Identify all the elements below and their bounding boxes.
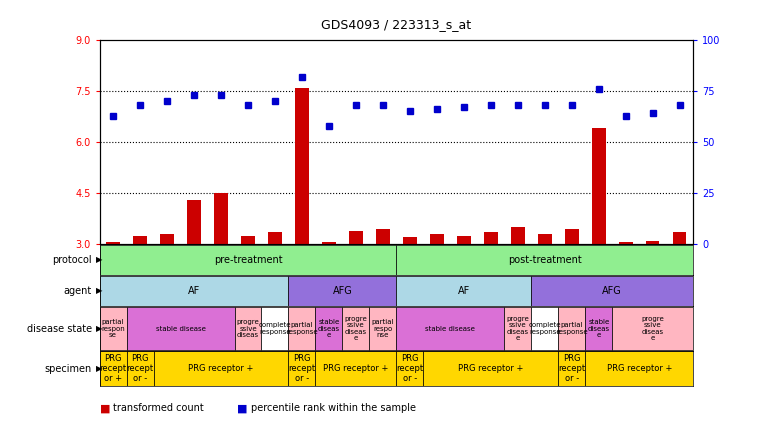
Text: post-treatment: post-treatment [508, 255, 581, 265]
Text: complete
response: complete response [259, 322, 291, 335]
Bar [295, 87, 309, 244]
Bar [322, 242, 336, 244]
Bar [100, 307, 126, 350]
Bar [430, 234, 444, 244]
Bar [289, 276, 397, 306]
Text: progre
ssive
diseas
e: progre ssive diseas e [506, 316, 529, 341]
Bar [397, 352, 424, 385]
Bar [612, 307, 693, 350]
Bar [126, 352, 153, 385]
Text: stable disease: stable disease [425, 325, 476, 332]
Text: ▶: ▶ [96, 255, 102, 264]
Bar [397, 307, 504, 350]
Bar [214, 193, 228, 244]
Bar [565, 229, 578, 244]
Bar [457, 236, 470, 244]
Text: partial
response: partial response [556, 322, 588, 335]
Text: GDS4093 / 223313_s_at: GDS4093 / 223313_s_at [322, 18, 471, 31]
Bar [558, 307, 585, 350]
Bar [234, 307, 261, 350]
Text: ■: ■ [100, 404, 110, 413]
Bar [289, 352, 316, 385]
Bar [187, 200, 201, 244]
Bar [585, 352, 693, 385]
Bar [619, 242, 633, 244]
Bar [397, 245, 693, 275]
Bar [160, 234, 174, 244]
Text: transformed count: transformed count [113, 404, 204, 413]
Text: PRG
recept
or +: PRG recept or + [100, 354, 126, 383]
Bar [673, 232, 686, 244]
Text: AFG: AFG [602, 286, 622, 296]
Text: PRG receptor +: PRG receptor + [188, 364, 254, 373]
Text: AFG: AFG [332, 286, 352, 296]
Text: protocol: protocol [52, 255, 92, 265]
Bar [153, 352, 289, 385]
Text: PRG
recept
or -: PRG recept or - [288, 354, 316, 383]
Text: partial
respo
nse: partial respo nse [372, 319, 394, 338]
Bar [403, 238, 417, 244]
Text: progre
ssive
diseas
e: progre ssive diseas e [345, 316, 368, 341]
Text: stable
diseas
e: stable diseas e [318, 319, 340, 338]
Bar [424, 352, 558, 385]
Text: stable
diseas
e: stable diseas e [588, 319, 610, 338]
Text: PRG receptor +: PRG receptor + [458, 364, 523, 373]
Bar [376, 229, 390, 244]
Bar [369, 307, 397, 350]
Text: ▶: ▶ [96, 324, 102, 333]
Bar [133, 236, 147, 244]
Text: PRG
recept
or -: PRG recept or - [558, 354, 585, 383]
Text: percentile rank within the sample: percentile rank within the sample [251, 404, 416, 413]
Text: AF: AF [188, 286, 200, 296]
Text: ■: ■ [237, 404, 248, 413]
Bar [241, 236, 255, 244]
Bar [538, 234, 552, 244]
Bar [484, 232, 498, 244]
Bar [592, 128, 606, 244]
Text: ▶: ▶ [96, 364, 102, 373]
Text: progre
ssive
diseas: progre ssive diseas [237, 319, 260, 338]
Text: PRG receptor +: PRG receptor + [323, 364, 388, 373]
Bar [316, 307, 342, 350]
Bar [100, 352, 126, 385]
Text: PRG
recept
or -: PRG recept or - [396, 354, 424, 383]
Text: partial
respon
se: partial respon se [101, 319, 125, 338]
Text: PRG receptor +: PRG receptor + [607, 364, 672, 373]
Bar [504, 307, 532, 350]
Text: complete
response: complete response [529, 322, 561, 335]
Text: PRG
recept
or -: PRG recept or - [126, 354, 154, 383]
Bar [585, 307, 612, 350]
Text: AF: AF [458, 286, 470, 296]
Bar [558, 352, 585, 385]
Bar [268, 232, 282, 244]
Bar [316, 352, 397, 385]
Bar [349, 230, 362, 244]
Bar [342, 307, 369, 350]
Bar [126, 307, 234, 350]
Bar [646, 241, 660, 244]
Text: progre
ssive
diseas
e: progre ssive diseas e [641, 316, 664, 341]
Text: agent: agent [64, 286, 92, 296]
Text: partial
response: partial response [286, 322, 318, 335]
Bar [397, 276, 532, 306]
Bar [511, 227, 525, 244]
Text: disease state: disease state [27, 324, 92, 333]
Bar [100, 276, 289, 306]
Bar [289, 307, 316, 350]
Bar [106, 242, 119, 244]
Text: pre-treatment: pre-treatment [214, 255, 283, 265]
Text: stable disease: stable disease [155, 325, 205, 332]
Text: specimen: specimen [44, 364, 92, 373]
Bar [100, 245, 397, 275]
Bar [532, 307, 558, 350]
Bar [261, 307, 289, 350]
Bar [532, 276, 693, 306]
Text: ▶: ▶ [96, 286, 102, 295]
